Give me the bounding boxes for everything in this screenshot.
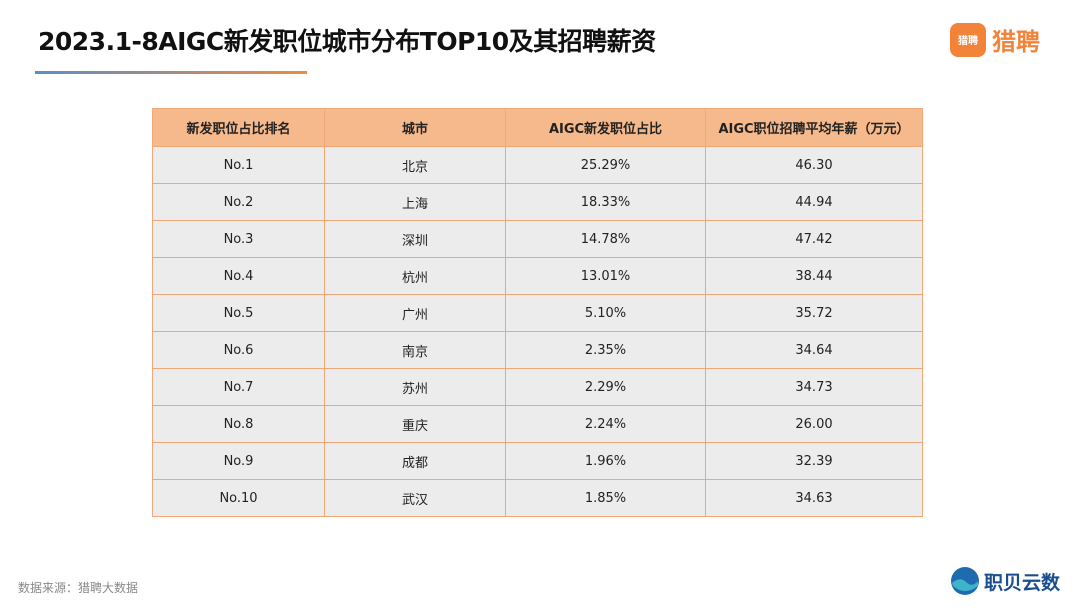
table-cell: 2.35% [505, 331, 706, 369]
table-cell: 重庆 [324, 405, 506, 443]
table-cell: No.2 [152, 183, 325, 221]
column-header: 新发职位占比排名 [152, 108, 325, 147]
table-cell: 13.01% [505, 257, 706, 295]
table-cell: 上海 [324, 183, 506, 221]
table-cell: 34.73 [705, 368, 923, 406]
table-row: No.3 深圳 14.78% 47.42 [152, 220, 923, 258]
header-row: 新发职位占比排名 城市 AIGC新发职位占比 AIGC职位招聘平均年薪（万元） [152, 108, 923, 147]
table-cell: 18.33% [505, 183, 706, 221]
table-cell: 2.29% [505, 368, 706, 406]
table-cell: No.8 [152, 405, 325, 443]
table-cell: 成都 [324, 442, 506, 480]
source: 数据来源：猎聘大数据 [18, 581, 139, 595]
table-cell: 35.72 [705, 294, 923, 332]
logo-icon: 猎聘 [950, 22, 986, 57]
title: 2023.1-8AIGC新发职位城市分布TOP10及其招聘薪资 [38, 27, 656, 56]
table-row: No.9 成都 1.96% 32.39 [152, 442, 923, 480]
table-cell: 34.63 [705, 479, 923, 517]
table-cell: 44.94 [705, 183, 923, 221]
table-cell: No.3 [152, 220, 325, 258]
title-underline [35, 71, 307, 74]
table-cell: No.9 [152, 442, 325, 480]
table-cell: No.7 [152, 368, 325, 406]
brand-text: 职贝云数 [984, 571, 1061, 594]
table-cell: 38.44 [705, 257, 923, 295]
table-cell: 34.64 [705, 331, 923, 369]
table-cell: No.4 [152, 257, 325, 295]
column-header: AIGC职位招聘平均年薪（万元） [705, 108, 923, 147]
table-cell: 1.85% [505, 479, 706, 517]
table-body: No.1 北京 25.29% 46.30 No.2 上海 18.33% 44.94 No.3 深圳… [152, 146, 923, 517]
table-cell: No.10 [152, 479, 325, 517]
table-cell: 25.29% [505, 146, 706, 184]
table-cell: 14.78% [505, 220, 706, 258]
table-cell: 1.96% [505, 442, 706, 480]
table-row: No.8 重庆 2.24% 26.00 [152, 405, 923, 443]
table-cell: 杭州 [324, 257, 506, 295]
brand: 职贝云数 [950, 566, 1060, 596]
table-row: No.1 北京 25.29% 46.30 [152, 146, 923, 184]
table-row: No.10 武汉 1.85% 34.63 [152, 479, 923, 517]
column-header: 城市 [324, 108, 506, 147]
table-cell: 26.00 [705, 405, 923, 443]
table-cell: No.1 [152, 146, 325, 184]
table-cell: 32.39 [705, 442, 923, 480]
table-row: No.2 上海 18.33% 44.94 [152, 183, 923, 221]
table-cell: 2.24% [505, 405, 706, 443]
table: 新发职位占比排名 城市 AIGC新发职位占比 AIGC职位招聘平均年薪（万元） No.… [152, 108, 923, 517]
table-row: No.7 苏州 2.29% 34.73 [152, 368, 923, 406]
table-cell: 苏州 [324, 368, 506, 406]
brand-icon [951, 567, 979, 595]
table-cell: No.5 [152, 294, 325, 332]
table-cell: 5.10% [505, 294, 706, 332]
table-cell: 广州 [324, 294, 506, 332]
table-row: No.5 广州 5.10% 35.72 [152, 294, 923, 332]
column-header: AIGC新发职位占比 [505, 108, 706, 147]
table-cell: No.6 [152, 331, 325, 369]
table-cell: 47.42 [705, 220, 923, 258]
logo-text: 猎聘 [992, 28, 1040, 56]
table-cell: 南京 [324, 331, 506, 369]
table-cell: 武汉 [324, 479, 506, 517]
table-cell: 深圳 [324, 220, 506, 258]
table-cell: 46.30 [705, 146, 923, 184]
table-row: No.4 杭州 13.01% 38.44 [152, 257, 923, 295]
table-cell: 北京 [324, 146, 506, 184]
logo: 猎聘 猎聘 [950, 22, 1040, 57]
table-row: No.6 南京 2.35% 34.64 [152, 331, 923, 369]
